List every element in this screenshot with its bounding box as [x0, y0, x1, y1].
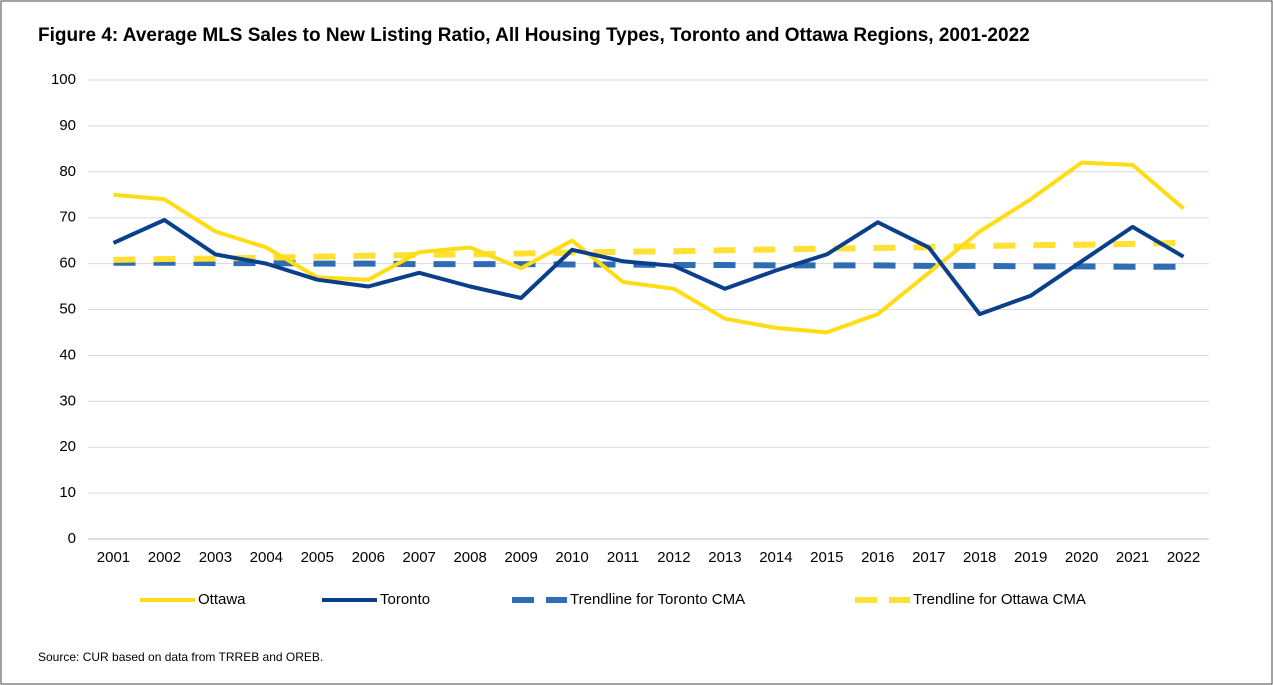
x-tick-label: 2020: [1065, 549, 1098, 566]
y-tick-label: 80: [59, 163, 76, 180]
x-tick-label: 2009: [504, 549, 537, 566]
x-tick-label: 2022: [1167, 549, 1200, 566]
x-tick-label: 2011: [607, 549, 639, 566]
y-tick-label: 70: [59, 209, 76, 226]
y-tick-label: 0: [68, 530, 76, 547]
x-tick-label: 2015: [810, 549, 843, 566]
x-tick-label: 2002: [148, 549, 181, 566]
series-line: [112, 218, 1185, 317]
x-tick-label: 2012: [657, 549, 690, 566]
chart-title: Figure 4: Average MLS Sales to New Listi…: [38, 25, 1030, 46]
x-tick-label: 2008: [453, 549, 486, 566]
legend-label: Trendline for Toronto CMA: [570, 591, 745, 608]
y-tick-label: 10: [59, 484, 76, 501]
legend-label: Trendline for Ottawa CMA: [913, 591, 1086, 608]
y-tick-label: 40: [59, 346, 76, 363]
x-tick-label: 2005: [301, 549, 334, 566]
x-tick-label: 2003: [199, 549, 232, 566]
y-tick-label: 60: [59, 255, 76, 272]
y-tick-label: 20: [59, 438, 76, 455]
y-tick-label: 100: [51, 71, 76, 88]
y-tick-label: 30: [59, 392, 76, 409]
x-tick-label: 2019: [1014, 549, 1047, 566]
legend-label: Toronto: [380, 591, 430, 608]
y-tick-label: 90: [59, 117, 76, 134]
x-tick-label: 2013: [708, 549, 741, 566]
x-tick-label: 2021: [1116, 549, 1149, 566]
x-tick-label: 2017: [912, 549, 945, 566]
y-tick-label: 50: [59, 300, 76, 317]
x-tick-label: 2016: [861, 549, 894, 566]
x-tick-label: 2001: [97, 549, 130, 566]
x-tick-label: 2004: [250, 549, 283, 566]
source-note: Source: CUR based on data from TRREB and…: [38, 650, 323, 664]
x-tick-label: 2007: [403, 549, 436, 566]
x-tick-label: 2010: [555, 549, 588, 566]
x-tick-label: 2014: [759, 549, 792, 566]
x-tick-label: 2018: [963, 549, 996, 566]
series-line: [113, 160, 1185, 335]
legend-label: Ottawa: [198, 591, 246, 608]
x-tick-label: 2006: [352, 549, 385, 566]
series-line: [113, 239, 1184, 263]
